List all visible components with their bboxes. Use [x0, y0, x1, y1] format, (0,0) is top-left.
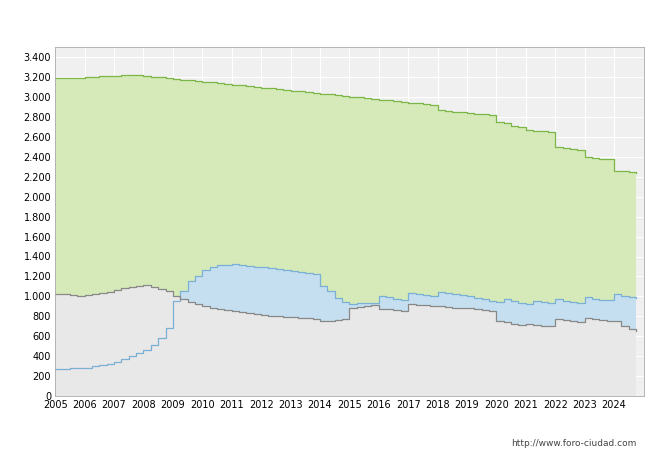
Text: http://www.foro-ciudad.com: http://www.foro-ciudad.com	[512, 439, 637, 448]
Text: La Robla - Evolucion de la poblacion en edad de Trabajar Septiembre de 2024: La Robla - Evolucion de la poblacion en …	[66, 17, 584, 30]
